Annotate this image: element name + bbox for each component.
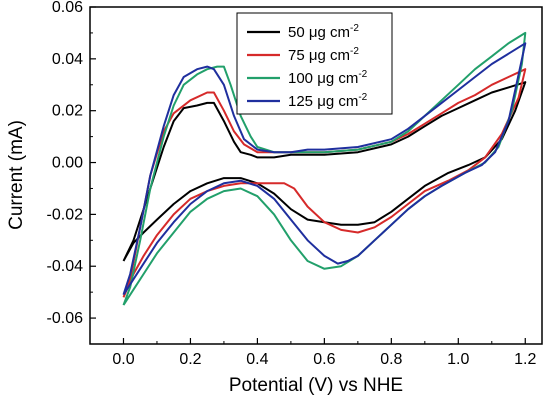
series-line-1 — [122, 81, 527, 262]
legend-box — [236, 12, 393, 115]
x-tick-label: 0.4 — [246, 351, 268, 368]
x-tick-label: 1.2 — [514, 351, 536, 368]
y-tick-label: -0.04 — [47, 258, 84, 275]
legend-unit-superscript: -2 — [358, 92, 367, 103]
x-tick-label: 0.2 — [179, 351, 201, 368]
legend-label-2: 75 μg cm-2 — [288, 46, 359, 64]
y-tick-label: -0.02 — [47, 206, 84, 223]
x-tick-label: 1.0 — [447, 351, 469, 368]
y-tick-label: 0.02 — [52, 103, 83, 120]
legend-unit-superscript: -2 — [350, 23, 359, 34]
plot-frame — [89, 6, 543, 345]
legend-unit-superscript: -2 — [358, 69, 367, 80]
x-axis-ticks: 0.0 0.2 0.4 0.6 0.8 1.0 1.2 — [112, 338, 536, 368]
x-tick-label: 0.6 — [313, 351, 335, 368]
x-tick-label: 0.0 — [112, 351, 134, 368]
legend-label-1: 50 μg cm-2 — [288, 23, 359, 41]
legend: 50 μg cm-2 75 μg cm-2 100 μg cm-2 125 μg cm… — [236, 12, 393, 115]
y-tick-label: 0.06 — [52, 0, 83, 16]
y-axis-title: Current (mA) — [6, 120, 27, 230]
y-tick-label: 0.00 — [52, 155, 83, 172]
legend-label-3: 100 μg cm-2 — [288, 69, 368, 87]
curves-layer — [122, 31, 527, 306]
series-line-4 — [122, 42, 527, 296]
series-line-3 — [122, 31, 527, 306]
legend-label-4: 125 μg cm-2 — [288, 92, 368, 110]
y-tick-label: 0.04 — [52, 51, 83, 68]
y-axis-ticks: -0.06 -0.04 -0.02 0.00 0.02 0.04 0.06 — [47, 0, 96, 327]
y-tick-label: -0.06 — [47, 310, 84, 327]
x-tick-label: 0.8 — [380, 351, 402, 368]
x-axis-title: Potential (V) vs NHE — [229, 375, 403, 396]
legend-unit-superscript: -2 — [350, 46, 359, 57]
